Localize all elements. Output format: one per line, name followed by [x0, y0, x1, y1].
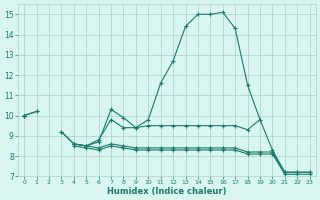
X-axis label: Humidex (Indice chaleur): Humidex (Indice chaleur): [107, 187, 227, 196]
